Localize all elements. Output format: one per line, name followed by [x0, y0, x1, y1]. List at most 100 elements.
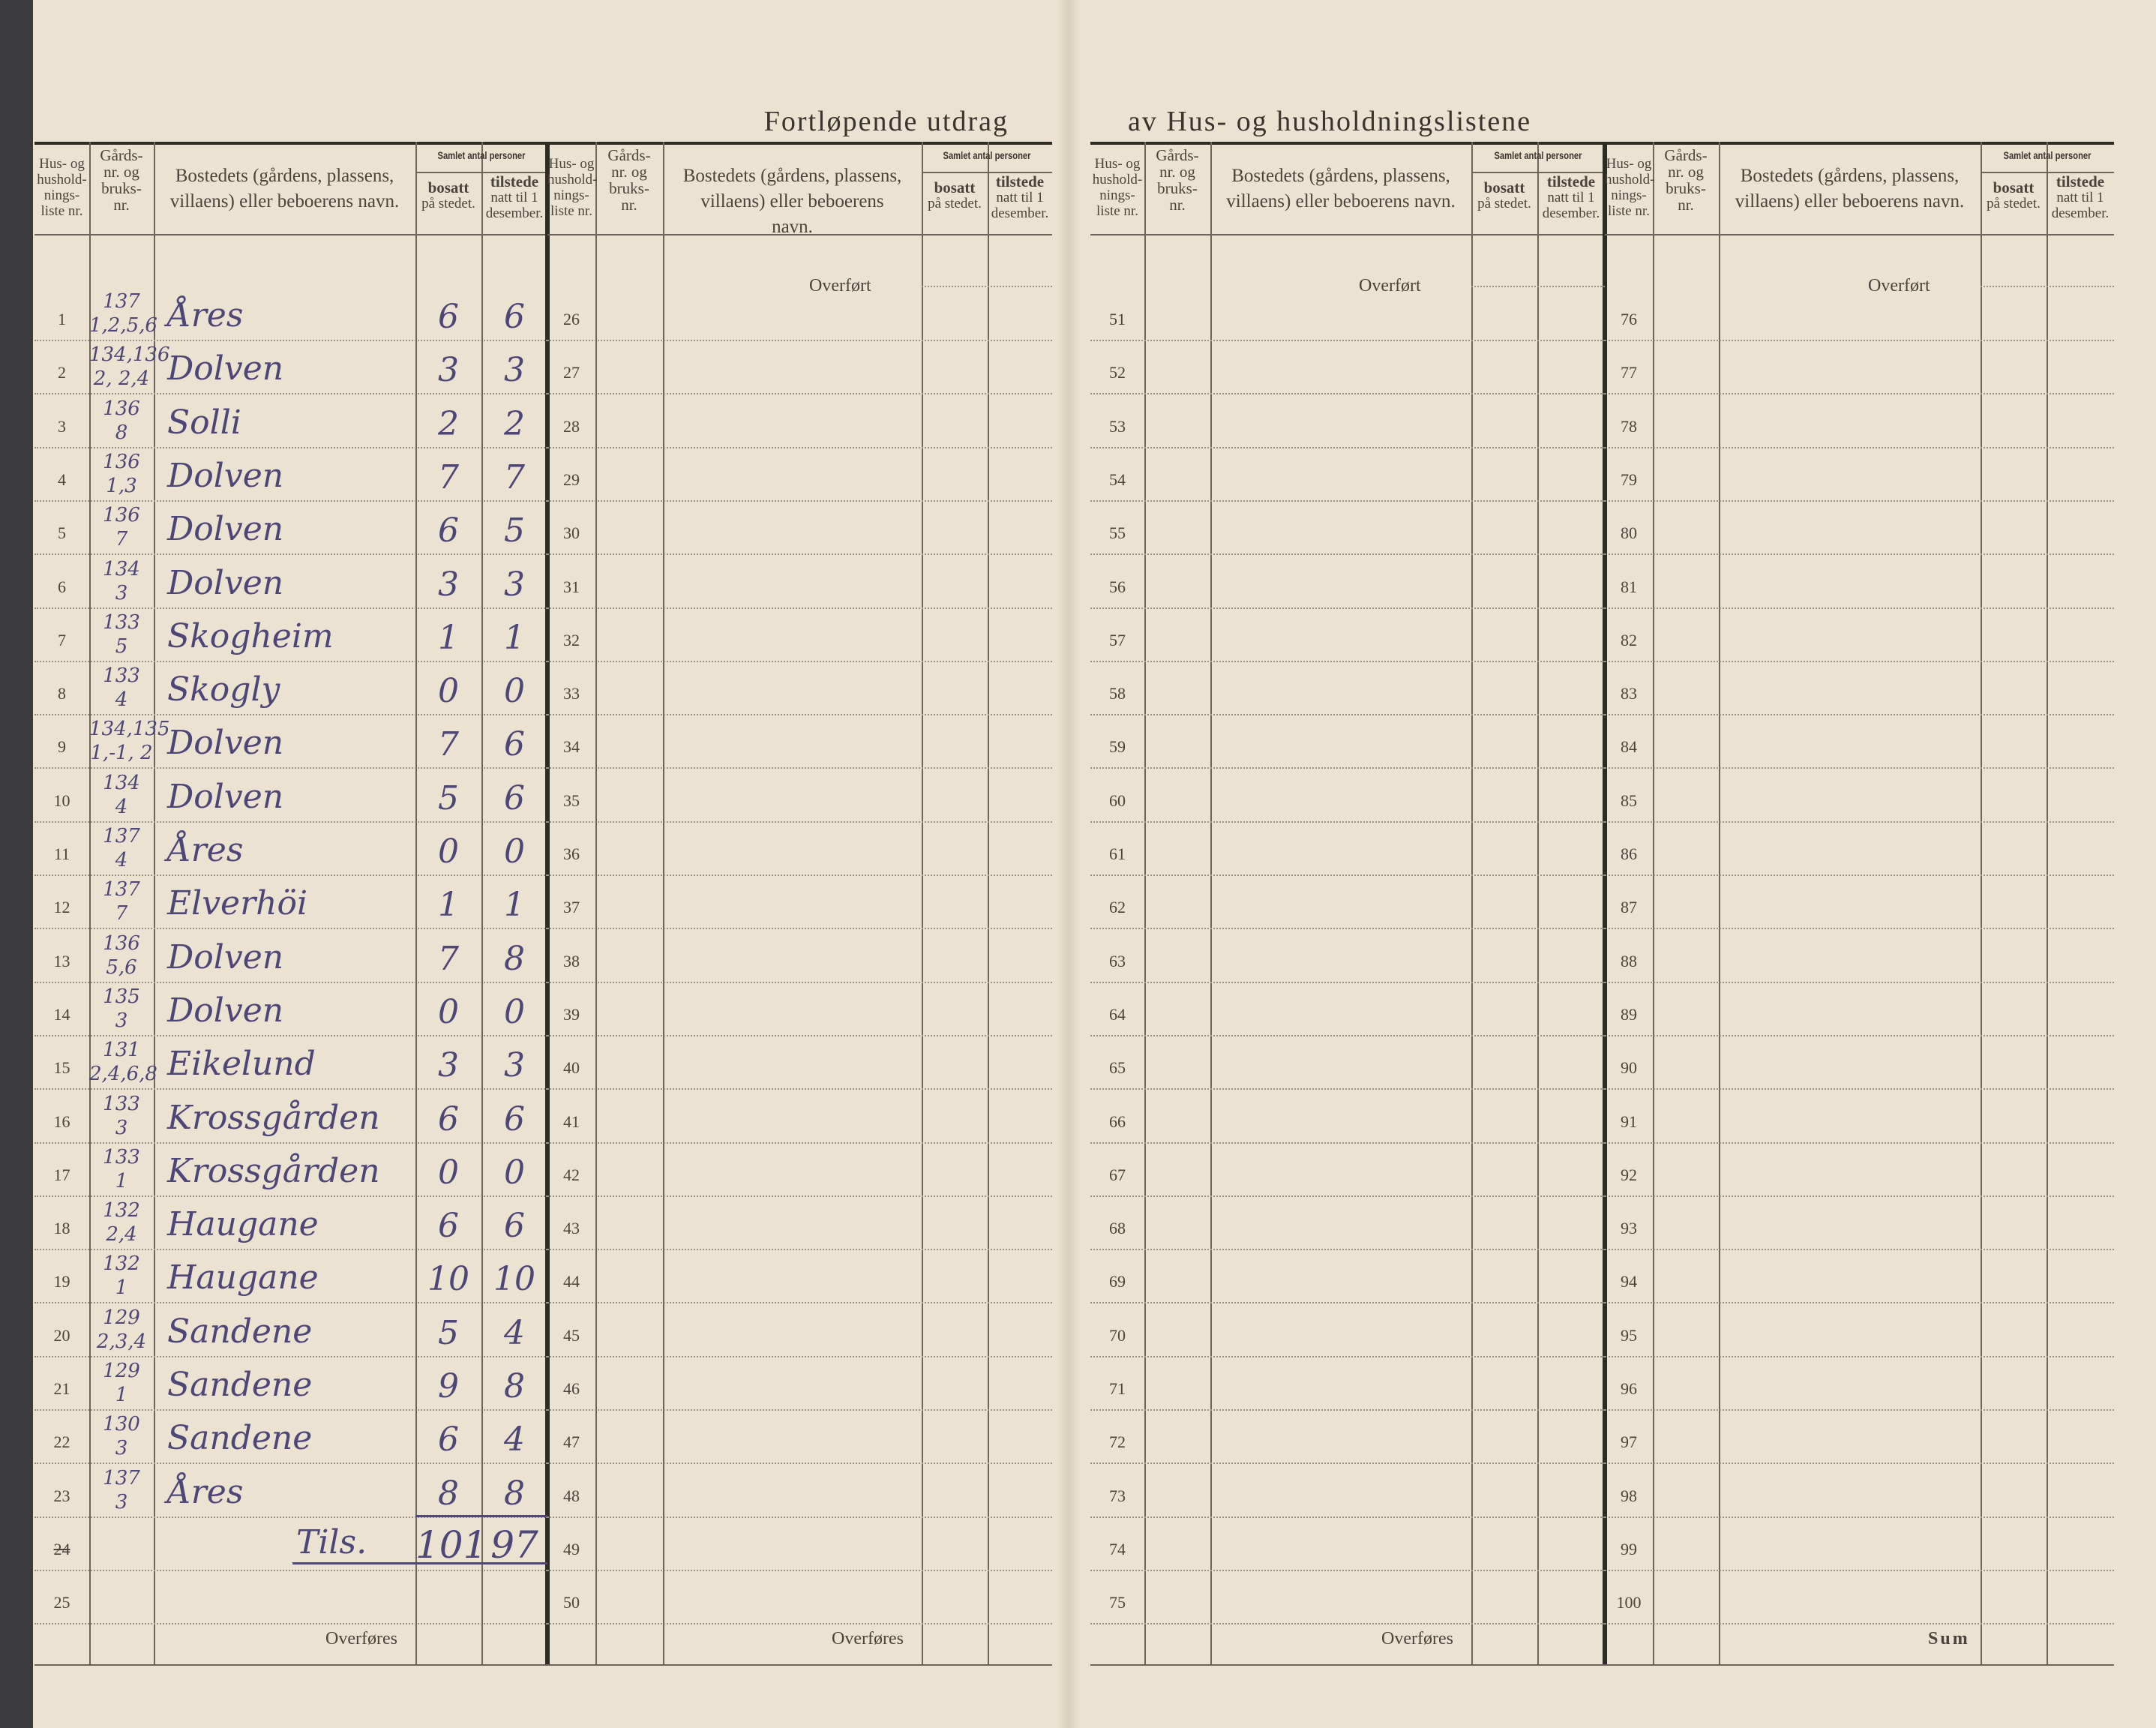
row-rule — [1090, 981, 1605, 983]
row-rule — [1605, 1088, 2114, 1090]
residence-name: Åres — [167, 1472, 244, 1511]
row-number: 58 — [1109, 684, 1126, 704]
row-number: 37 — [563, 898, 580, 917]
holding-number: 1 — [115, 1276, 128, 1300]
header-present-bold: tilstede — [1546, 172, 1596, 190]
resident-count: 6 — [438, 1420, 459, 1460]
present-count: 0 — [504, 1153, 525, 1192]
row-rule — [1605, 660, 2114, 662]
row-number: 68 — [1109, 1219, 1126, 1238]
title-right: av Hus- og husholdningslistene — [1128, 106, 1532, 137]
row-number: 5 — [58, 524, 66, 543]
row-rule — [1090, 1142, 1605, 1144]
residence-name: Krossgården — [167, 1151, 380, 1190]
row-number: 73 — [1109, 1486, 1126, 1505]
present-count: 6 — [504, 778, 525, 818]
header-farm-no: Gårds- nr. og bruks- nr. — [1156, 146, 1199, 214]
holding-number: 3 — [115, 581, 128, 604]
row-number: 69 — [1109, 1272, 1126, 1292]
row-number: 49 — [563, 1539, 580, 1558]
present-count: 6 — [504, 1207, 525, 1246]
header-bottom-rule — [34, 234, 547, 236]
holding-number: 4 — [115, 849, 128, 872]
residence-name: Dolven — [167, 991, 284, 1030]
table-bottom-rule — [34, 1664, 547, 1666]
holding-number: 5,6 — [106, 956, 137, 979]
header-present: tilstede natt til 1 desember. — [1537, 172, 1605, 222]
row-number: 98 — [1621, 1486, 1637, 1505]
row-number: 45 — [563, 1325, 580, 1345]
header-bottom-rule — [1090, 234, 1605, 236]
row-number: 12 — [53, 898, 70, 917]
resident-count: 8 — [438, 1474, 459, 1513]
row-number: 25 — [53, 1593, 70, 1612]
row-number: 65 — [1109, 1058, 1126, 1078]
row-rule — [1090, 1516, 1605, 1518]
row-number: 93 — [1621, 1219, 1637, 1238]
row-number: 71 — [1109, 1379, 1126, 1398]
holding-number: 3 — [115, 1009, 128, 1032]
row-rule — [1090, 767, 1605, 770]
present-count: 0 — [504, 832, 525, 871]
present-count: 3 — [504, 1046, 525, 1085]
row-rule — [1605, 714, 2114, 716]
row-rule — [547, 981, 1052, 983]
row-number: 90 — [1621, 1058, 1637, 1078]
row-number: 1 — [58, 310, 66, 328]
row-rule — [34, 1516, 547, 1518]
row-rule — [34, 554, 547, 556]
row-number: 4 — [58, 470, 66, 489]
header-list-no: Hus- og hushold- nings- liste nr. — [1605, 156, 1655, 219]
row-number: 15 — [53, 1058, 70, 1078]
header-list-no: Hus- og hushold- nings- liste nr. — [1092, 156, 1143, 219]
carried-out-label: Overføres — [832, 1629, 904, 1648]
row-rule — [1090, 500, 1605, 502]
residence-name: Dolven — [167, 563, 284, 602]
header-resident-rest: på stedet. — [1477, 196, 1531, 212]
farm-number: 129 — [103, 1360, 140, 1382]
resident-count: 2 — [438, 404, 459, 443]
resident-count: 5 — [438, 1313, 459, 1352]
column-rule — [1653, 142, 1654, 1664]
row-number: 80 — [1621, 524, 1637, 543]
row-number: 85 — [1621, 790, 1637, 810]
column-rule — [1210, 142, 1212, 1664]
row-number: 40 — [563, 1058, 580, 1078]
carried-in-rule — [1471, 286, 1605, 287]
holding-number: 7 — [115, 902, 128, 926]
row-number: 53 — [1109, 416, 1126, 436]
row-number: 46 — [563, 1379, 580, 1398]
row-rule — [1605, 500, 2114, 502]
row-rule — [1605, 1462, 2114, 1465]
residence-name: Krossgården — [167, 1098, 380, 1137]
row-number: 36 — [563, 844, 580, 863]
row-rule — [34, 1462, 547, 1465]
row-number: 43 — [563, 1219, 580, 1238]
row-rule — [547, 607, 1052, 609]
row-rule — [1090, 1249, 1605, 1251]
holding-number: 1,2,5,6 — [89, 314, 157, 337]
farm-number: 137 — [103, 878, 140, 902]
row-rule — [1605, 874, 2114, 876]
row-rule — [34, 928, 547, 930]
farm-number: 137 — [103, 825, 140, 848]
row-number: 22 — [53, 1432, 70, 1452]
header-resident: bosatt på stedet. — [1471, 180, 1537, 212]
residence-name: Skogly — [167, 670, 280, 710]
row-rule — [1605, 928, 2114, 930]
row-number: 70 — [1109, 1325, 1126, 1345]
present-count: 8 — [504, 1474, 525, 1513]
row-number: 94 — [1621, 1272, 1637, 1292]
row-rule — [34, 1569, 547, 1571]
resident-count: 5 — [438, 778, 459, 818]
farm-number: 135 — [103, 985, 140, 1008]
header-group: Samlet antal personer — [1494, 149, 1582, 161]
row-number: 87 — [1621, 898, 1637, 917]
total-present: 97 — [490, 1522, 538, 1567]
row-rule — [547, 714, 1052, 716]
holding-number: 3 — [115, 1490, 128, 1514]
row-number: 27 — [563, 363, 580, 382]
row-rule — [547, 1302, 1052, 1304]
total-resident: 101 — [415, 1522, 487, 1567]
residence-name: Sandene — [167, 1419, 313, 1458]
